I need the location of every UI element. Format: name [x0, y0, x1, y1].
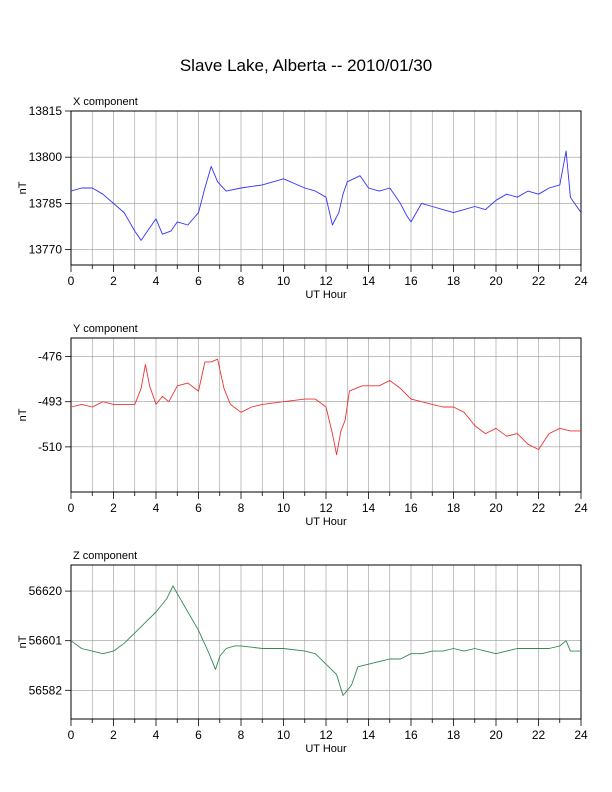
- x-tick-label: 2: [110, 501, 117, 515]
- x-tick-label: 2: [110, 728, 117, 742]
- x-tick-label: 10: [277, 501, 291, 515]
- x-tick-label: 20: [489, 274, 503, 288]
- y-tick-label: -510: [38, 440, 62, 454]
- x-tick-label: 4: [153, 501, 160, 515]
- x-tick-label: 12: [319, 728, 333, 742]
- y-tick-label: 56582: [29, 683, 63, 697]
- x-tick-label: 10: [277, 274, 291, 288]
- x-tick-label: 24: [574, 274, 588, 288]
- plot-frame: [70, 564, 582, 720]
- data-series-line: [70, 585, 581, 696]
- x-tick-label: 6: [195, 728, 202, 742]
- x-axis-label: UT Hour: [305, 516, 347, 528]
- x-tick-label: 4: [153, 728, 160, 742]
- x-tick-label: 0: [68, 501, 75, 515]
- plot-frame: [70, 337, 582, 493]
- x-tick-label: 6: [195, 274, 202, 288]
- x-tick-label: 4: [153, 274, 160, 288]
- panel-title: Y component: [73, 323, 138, 335]
- x-tick-label: 22: [532, 274, 546, 288]
- y-tick-label: 56601: [29, 634, 63, 648]
- panel-title: Z component: [73, 550, 137, 562]
- x-tick-label: 20: [489, 728, 503, 742]
- x-tick-label: 18: [447, 274, 461, 288]
- x-tick-label: 8: [238, 501, 245, 515]
- x-tick-label: 12: [319, 274, 333, 288]
- y-tick-label: -493: [38, 395, 62, 409]
- y-axis-label: nT: [17, 635, 29, 648]
- x-tick-label: 24: [574, 501, 588, 515]
- y-axis-label: nT: [17, 181, 29, 194]
- data-series-line: [70, 358, 581, 456]
- y-axis-label: nT: [17, 408, 29, 421]
- x-tick-label: 20: [489, 501, 503, 515]
- x-tick-label: 0: [68, 274, 75, 288]
- x-tick-label: 14: [362, 274, 376, 288]
- y-tick-label: 13785: [29, 196, 63, 210]
- x-tick-label: 8: [238, 274, 245, 288]
- x-tick-label: 8: [238, 728, 245, 742]
- y-tick-label: -476: [38, 350, 62, 364]
- y-tick-label: 13815: [29, 104, 63, 118]
- x-tick-label: 14: [362, 728, 376, 742]
- panel-title: X component: [73, 96, 138, 108]
- data-series-line: [70, 150, 582, 241]
- x-tick-label: 16: [404, 501, 418, 515]
- x-tick-label: 18: [447, 728, 461, 742]
- x-tick-label: 0: [68, 728, 75, 742]
- x-tick-label: 18: [447, 501, 461, 515]
- x-axis-label: UT Hour: [305, 289, 347, 301]
- y-tick-label: 13800: [29, 150, 63, 164]
- x-axis-label: UT Hour: [305, 743, 347, 755]
- x-tick-label: 6: [195, 501, 202, 515]
- plot-frame: [70, 110, 582, 266]
- x-tick-label: 22: [532, 501, 546, 515]
- y-tick-label: 56620: [29, 584, 63, 598]
- x-tick-label: 14: [362, 501, 376, 515]
- page-title: Slave Lake, Alberta -- 2010/01/30: [179, 56, 433, 75]
- x-tick-label: 2: [110, 274, 117, 288]
- x-tick-label: 22: [532, 728, 546, 742]
- x-tick-label: 16: [404, 274, 418, 288]
- x-tick-label: 16: [404, 728, 418, 742]
- x-tick-label: 12: [319, 501, 333, 515]
- x-tick-label: 24: [574, 728, 588, 742]
- y-tick-label: 13770: [29, 243, 63, 257]
- x-tick-label: 10: [277, 728, 291, 742]
